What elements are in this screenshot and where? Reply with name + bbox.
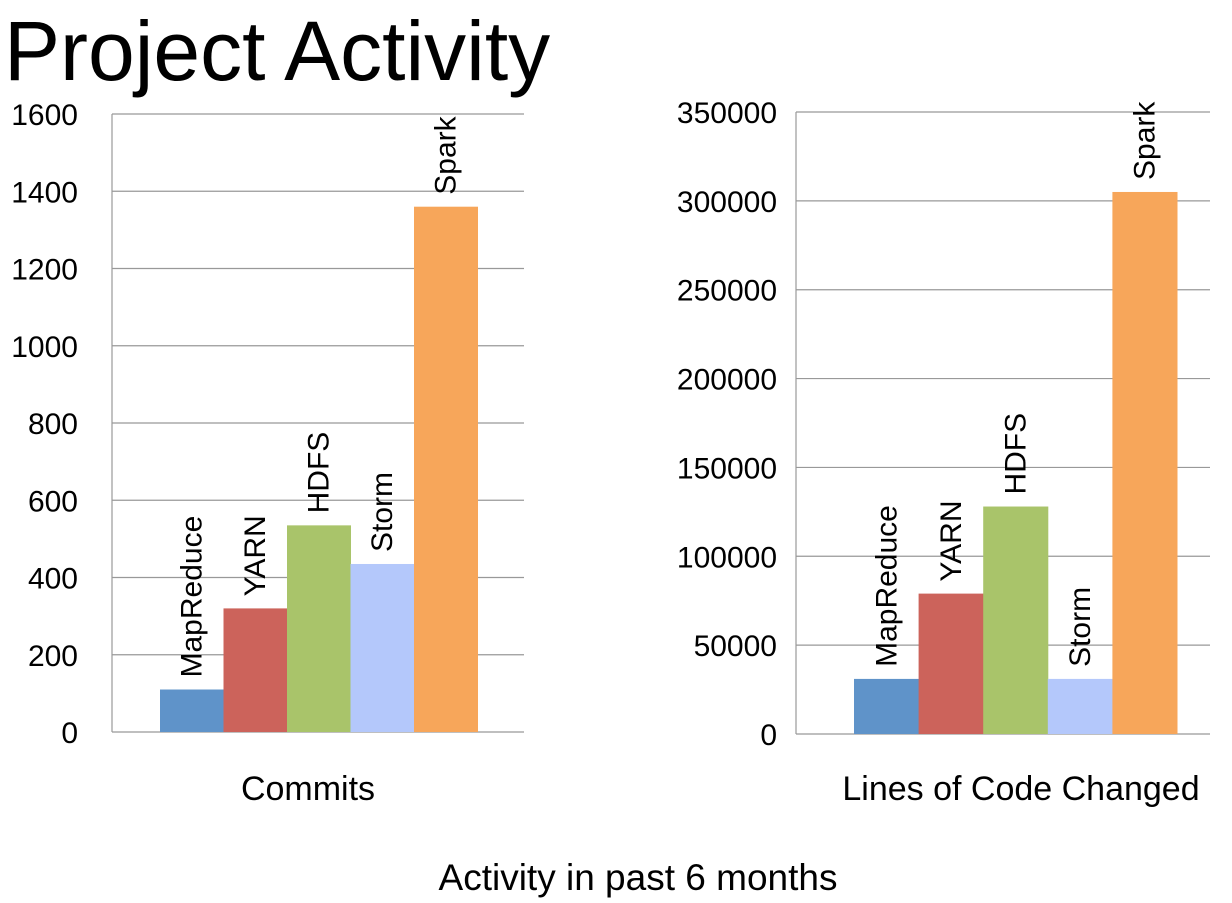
bar-label-storm: Storm <box>1064 587 1097 667</box>
bar-yarn <box>223 608 288 732</box>
y-tick-label: 350000 <box>677 97 777 130</box>
y-tick-label: 1600 <box>11 99 78 132</box>
y-tick-label: 800 <box>28 408 78 441</box>
y-tick-label: 100000 <box>677 541 777 574</box>
bar-label-yarn: YARN <box>935 500 968 581</box>
bar-storm <box>1047 678 1113 734</box>
commits-chart: 0 200 400 600 800 1000 1200 1400 1600 MapReduce YA… <box>11 99 524 808</box>
y-tick-label: 200 <box>28 640 78 673</box>
y-tick-label: 0 <box>61 717 78 750</box>
y-tick-label: 600 <box>28 485 78 518</box>
bar-label-mapreduce: MapReduce <box>176 516 209 678</box>
bar-storm <box>350 563 415 732</box>
bar-mapreduce <box>854 678 920 734</box>
y-tick-label: 1000 <box>11 331 78 364</box>
y-tick-label: 300000 <box>677 186 777 219</box>
chart-caption: Commits <box>241 770 375 808</box>
bar-label-storm: Storm <box>366 472 399 552</box>
y-tick-label: 150000 <box>677 452 777 485</box>
bar-hdfs <box>983 506 1049 734</box>
y-tick-label: 1200 <box>11 254 78 287</box>
y-tick-label: 400 <box>28 563 78 596</box>
lines-of-code-chart: 0 50000 100000 150000 200000 250000 300000 3500… <box>677 97 1210 808</box>
y-tick-label: 50000 <box>694 630 777 663</box>
bar-mapreduce <box>160 689 224 732</box>
chart-caption: Lines of Code Changed <box>842 770 1199 808</box>
bar-label-spark: Spark <box>1129 101 1162 180</box>
bar-label-mapreduce: MapReduce <box>870 505 903 667</box>
bar-label-spark: Spark <box>430 115 463 194</box>
y-tick-label: 250000 <box>677 275 777 308</box>
bar-label-yarn: YARN <box>239 515 272 596</box>
y-tick-label: 1400 <box>11 176 78 209</box>
bar-spark <box>414 206 478 732</box>
y-tick-label: 200000 <box>677 364 777 397</box>
bar-yarn <box>918 593 984 734</box>
bar-label-hdfs: HDFS <box>303 432 336 514</box>
y-tick-label: 0 <box>760 719 777 752</box>
bar-hdfs <box>287 525 351 732</box>
slide-footer: Activity in past 6 months <box>439 857 838 898</box>
bar-label-hdfs: HDFS <box>1000 413 1033 495</box>
bar-spark <box>1112 191 1178 734</box>
slide-title: Project Activity <box>4 4 550 98</box>
